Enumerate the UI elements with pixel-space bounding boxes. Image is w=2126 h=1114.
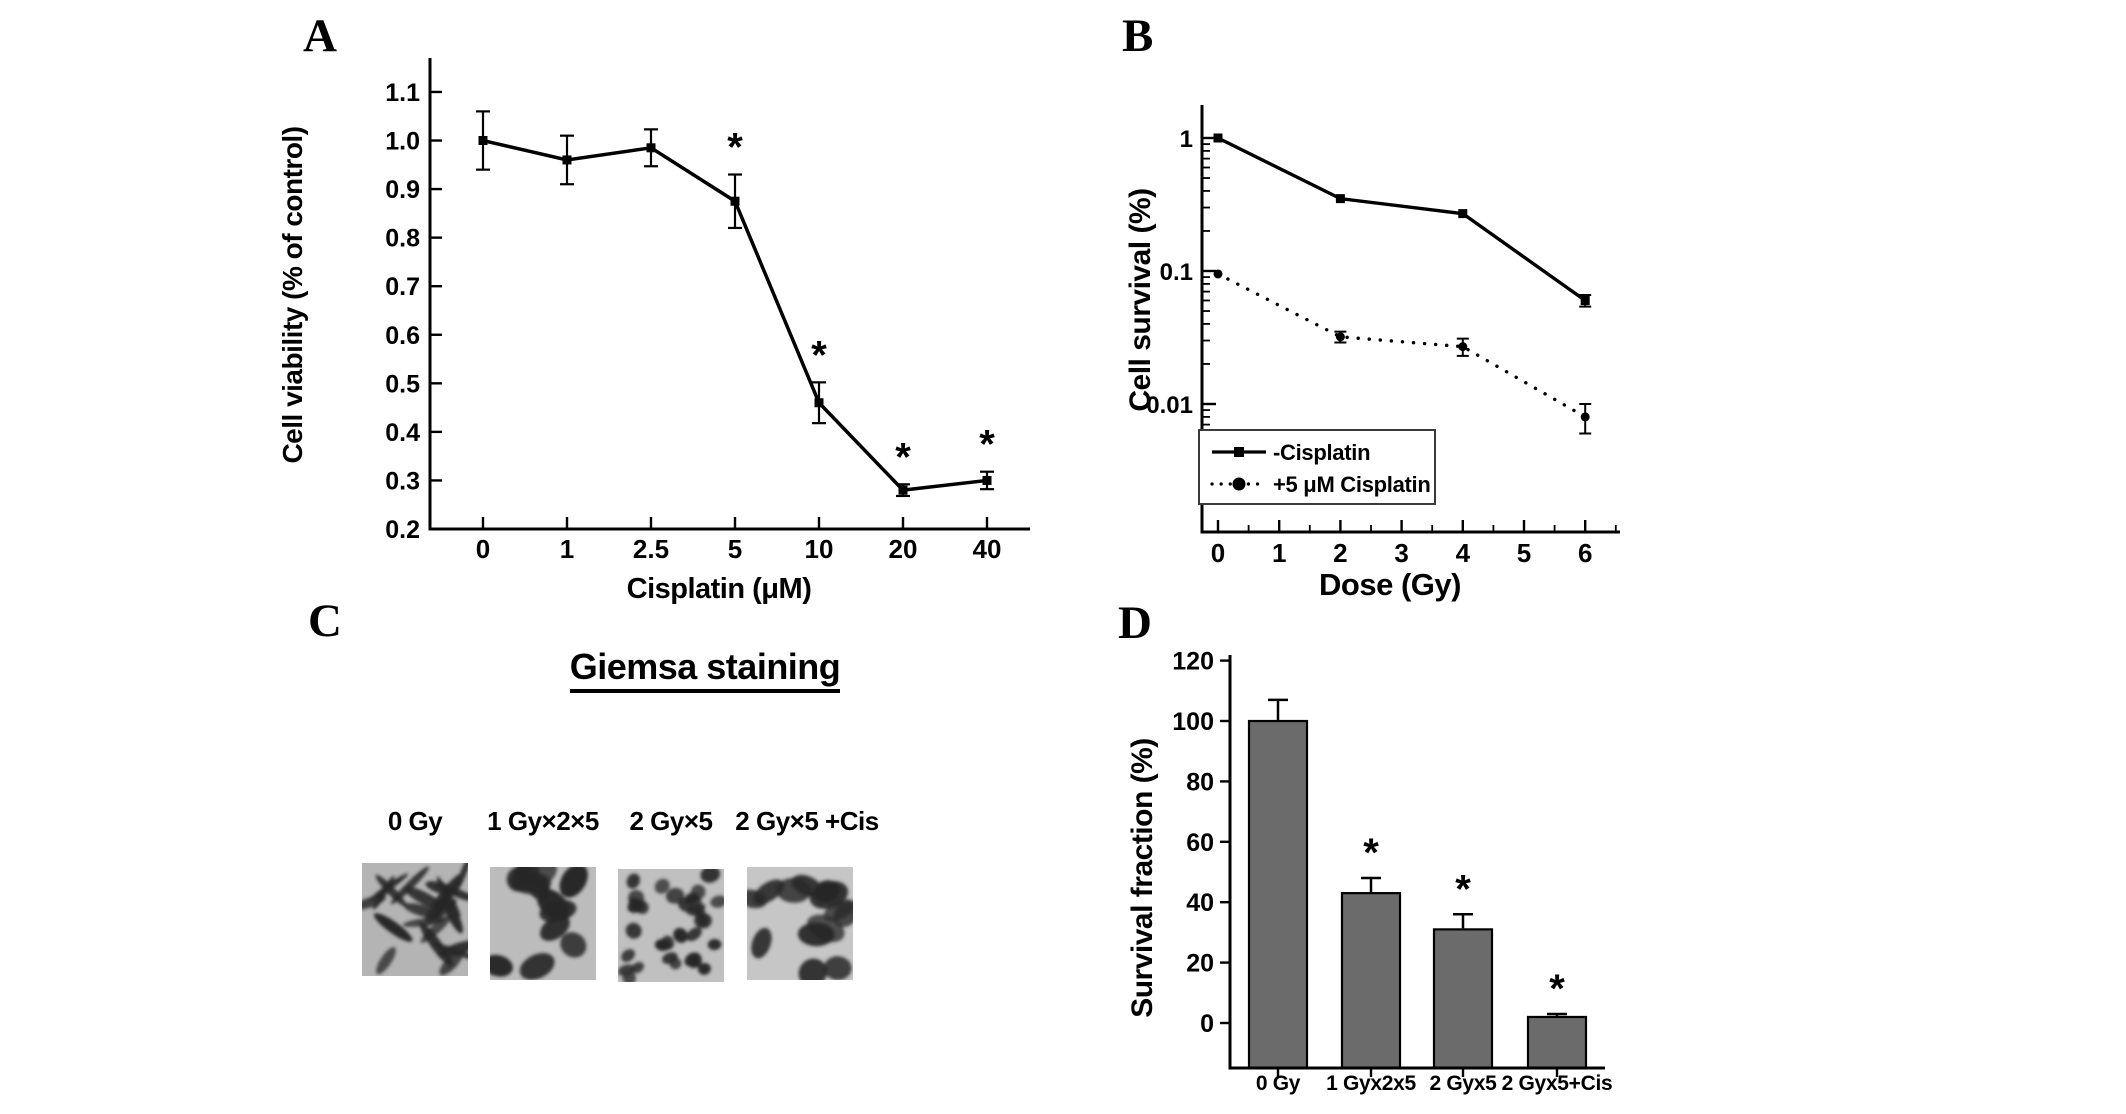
svg-text:0.4: 0.4	[385, 419, 420, 447]
svg-text:0.5: 0.5	[385, 370, 420, 398]
micrograph-2gyx5	[618, 869, 724, 982]
svg-text:Cell survival (%): Cell survival (%)	[1124, 188, 1157, 411]
svg-text:1.0: 1.0	[385, 128, 420, 156]
survival-fraction-bar-chart: * * * 0 20 40 60 80 100 120 0 Gy 1 Gyx2x5 2 Gyx5 2 Gy…	[1126, 648, 1613, 1095]
svg-text:4: 4	[1456, 538, 1471, 568]
svg-text:60: 60	[1186, 829, 1214, 857]
svg-text:2.5: 2.5	[633, 534, 669, 564]
svg-text:0.1: 0.1	[1160, 259, 1193, 286]
svg-text:2 Gyx5: 2 Gyx5	[1429, 1072, 1497, 1095]
panel-a-letter: A	[303, 10, 337, 62]
svg-text:0: 0	[1200, 1010, 1214, 1038]
giemsa-staining-title: Giemsa staining	[505, 646, 905, 693]
svg-text:*: *	[1363, 831, 1379, 875]
panel-d-letter: D	[1118, 597, 1152, 649]
svg-text:1.1: 1.1	[385, 79, 420, 107]
svg-text:0 Gy: 0 Gy	[1256, 1072, 1301, 1095]
micrograph-2gyx5cis	[747, 867, 853, 980]
giemsa-staining-title-text: Giemsa staining	[569, 646, 841, 693]
svg-text:*: *	[1455, 867, 1471, 911]
micrograph-label-2gyx5: 2 Gy×5	[629, 806, 713, 836]
svg-text:5: 5	[1517, 538, 1531, 568]
svg-text:20: 20	[1186, 950, 1214, 978]
svg-text:0.01: 0.01	[1146, 392, 1193, 419]
svg-text:80: 80	[1186, 768, 1214, 796]
micrograph-0gy	[362, 863, 468, 976]
svg-text:10: 10	[805, 534, 834, 564]
svg-text:0: 0	[476, 534, 490, 564]
svg-text:0.2: 0.2	[385, 516, 420, 544]
panel-b-letter: B	[1122, 10, 1154, 62]
svg-text:2: 2	[1333, 538, 1347, 568]
svg-text:Cisplatin (μM): Cisplatin (μM)	[627, 573, 812, 605]
svg-text:0.7: 0.7	[385, 273, 420, 301]
svg-text:*: *	[895, 435, 911, 479]
svg-text:1: 1	[1180, 126, 1193, 153]
svg-text:+5 μM Cisplatin: +5 μM Cisplatin	[1273, 472, 1431, 497]
svg-text:2 Gyx5+Cis: 2 Gyx5+Cis	[1502, 1072, 1613, 1095]
svg-text:0.3: 0.3	[385, 467, 420, 495]
svg-text:0.8: 0.8	[385, 225, 420, 253]
svg-text:Cell viability (% of control): Cell viability (% of control)	[277, 126, 308, 463]
svg-text:100: 100	[1172, 708, 1214, 736]
svg-text:40: 40	[973, 534, 1002, 564]
panel-c-letter: C	[308, 595, 342, 647]
svg-text:0.9: 0.9	[385, 176, 420, 204]
svg-text:6: 6	[1578, 538, 1592, 568]
svg-text:Survival fraction (%): Survival fraction (%)	[1126, 738, 1159, 1018]
svg-text:*: *	[979, 423, 995, 467]
svg-text:5: 5	[728, 534, 742, 564]
svg-text:0.6: 0.6	[385, 322, 420, 350]
svg-text:1: 1	[1272, 538, 1286, 568]
cell-viability-line-chart: 0.2 0.3 0.4 0.5 0.6 0.7 0.8 0.9 1.0 1.1 0 1 2.5 5 10 20…	[277, 58, 1030, 605]
micrograph-label-1gyx2x5: 1 Gy×2×5	[487, 806, 599, 836]
svg-text:3: 3	[1394, 538, 1408, 568]
svg-text:40: 40	[1186, 889, 1214, 917]
svg-text:*: *	[1549, 967, 1565, 1011]
svg-text:0: 0	[1211, 538, 1225, 568]
svg-text:*: *	[811, 333, 827, 377]
svg-text:Dose (Gy): Dose (Gy)	[1319, 567, 1461, 602]
svg-text:*: *	[727, 126, 743, 170]
svg-text:1: 1	[560, 534, 574, 564]
svg-text:-Cisplatin: -Cisplatin	[1273, 440, 1370, 465]
cell-survival-log-chart: 1 0.1 0.01 0 1 2 3 4 5 6 Cell survival (%) Dose (Gy…	[1124, 105, 1620, 602]
micrograph-1gyx2x5	[490, 867, 596, 980]
svg-text:120: 120	[1172, 648, 1214, 676]
svg-text:1 Gyx2x5: 1 Gyx2x5	[1326, 1072, 1416, 1095]
micrograph-label-0gy: 0 Gy	[387, 806, 443, 836]
svg-text:20: 20	[889, 534, 918, 564]
micrograph-label-2gyx5cis: 2 Gy×5 +Cis	[735, 806, 879, 836]
